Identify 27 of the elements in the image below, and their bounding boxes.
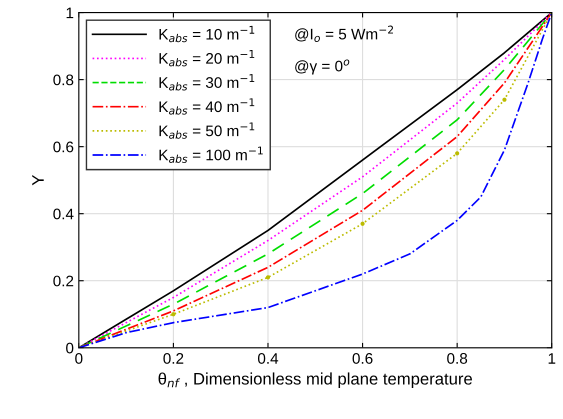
x-tick-label: 0.4 [258, 353, 278, 364]
y-tick-label: 0.6 [53, 142, 74, 152]
annotation: @γ = 0$^{o}$ [295, 60, 350, 74]
y-tick-label: 0.2 [53, 276, 74, 286]
legend-label: K$_{abs}$ = 40 m$^{−1}$ [160, 98, 254, 115]
point [171, 312, 176, 316]
x-tick-label: 0.6 [352, 353, 373, 364]
point [455, 151, 460, 156]
y-tick-label: 0 [66, 342, 74, 354]
legend-label: K$_{abs}$ = 20 m$^{−1}$ [160, 50, 254, 66]
legend-label: K$_{abs}$ = 50 m$^{−1}$ [160, 122, 254, 139]
x-tick-label: 0 [75, 353, 82, 364]
y-tick-label: 0.4 [53, 208, 74, 220]
legend-label: K$_{abs}$ = 100 m$^{−1}$ [160, 146, 263, 163]
point [502, 98, 507, 102]
y-tick-label: 1 [66, 8, 74, 18]
x-tick-label: 0.2 [163, 353, 184, 364]
annotation: @I$_{o}$ = 5 Wm$^{−2}$ [295, 26, 393, 42]
y-axis-title: Y [32, 174, 44, 186]
legend-label: K$_{abs}$ = 10 m$^{−1}$ [160, 26, 254, 42]
y-tick-label: 0.8 [53, 74, 74, 86]
x-tick-label: 1 [548, 353, 556, 364]
point [266, 275, 270, 280]
x-tick-label: 0.8 [447, 353, 468, 364]
legend-label: K$_{abs}$ = 30 m$^{−1}$ [160, 74, 254, 90]
x-axis-title: θ$_{nf}$ , Dimensionless mid plane temperature [158, 372, 472, 388]
point [360, 222, 365, 226]
